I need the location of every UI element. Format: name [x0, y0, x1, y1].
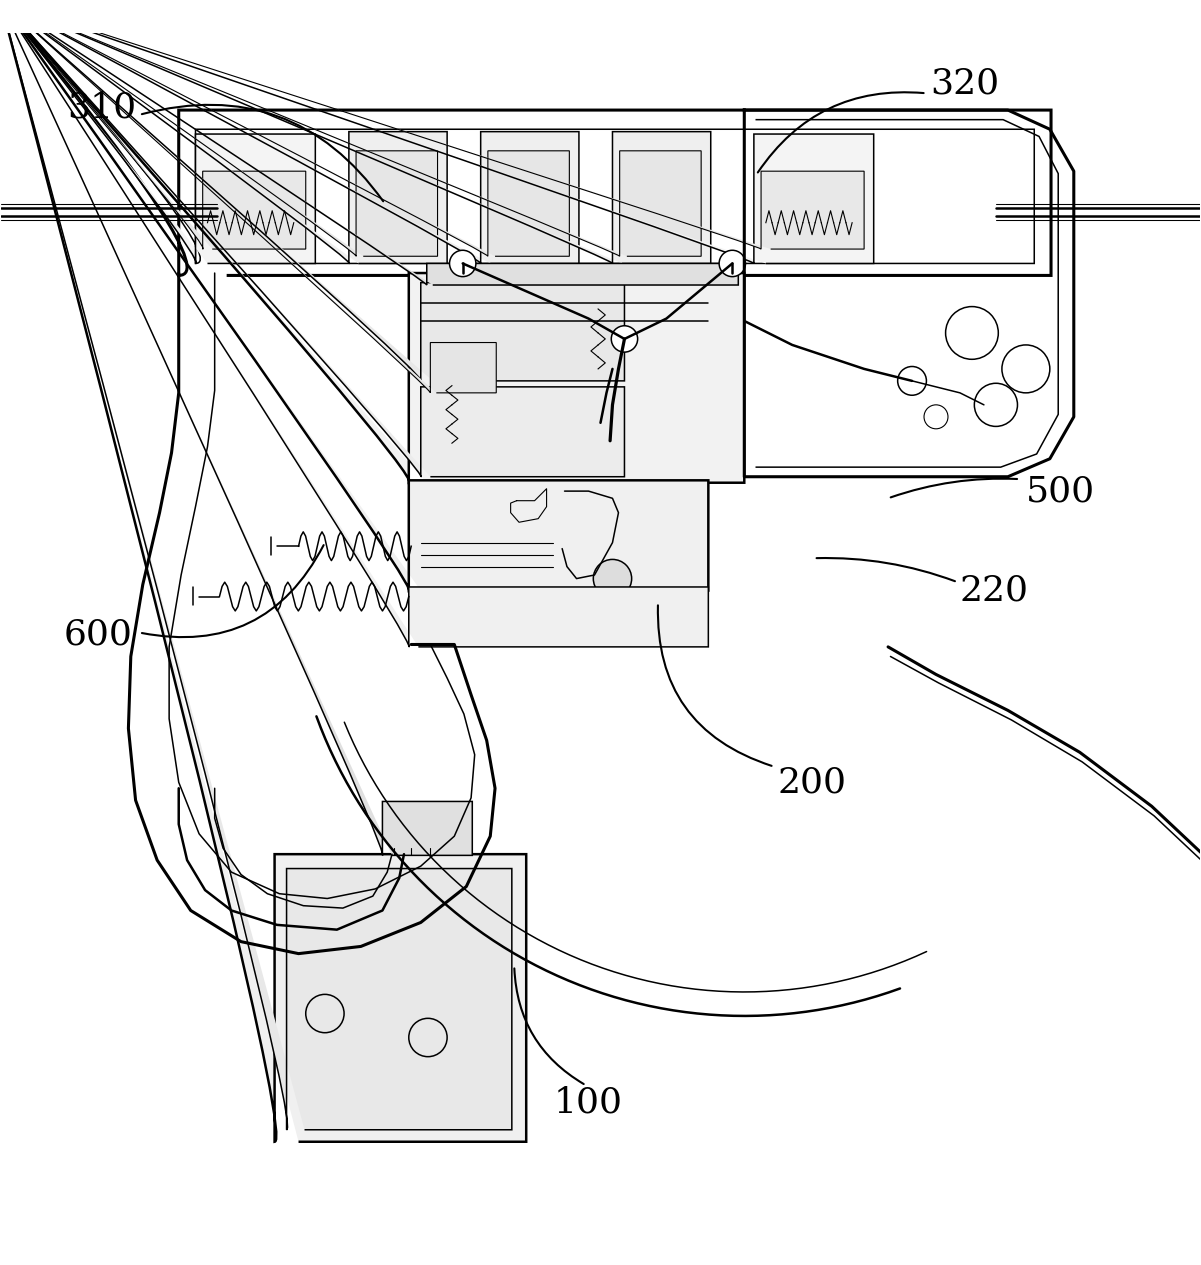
- PathPatch shape: [196, 134, 316, 263]
- PathPatch shape: [620, 151, 701, 257]
- Circle shape: [719, 250, 746, 277]
- Circle shape: [611, 326, 638, 352]
- Text: 220: 220: [960, 573, 1029, 607]
- Circle shape: [449, 250, 476, 277]
- PathPatch shape: [275, 854, 526, 1142]
- Text: 500: 500: [1026, 474, 1095, 509]
- PathPatch shape: [287, 869, 512, 1130]
- Text: 310: 310: [67, 91, 137, 125]
- PathPatch shape: [420, 387, 625, 477]
- PathPatch shape: [761, 171, 864, 249]
- PathPatch shape: [420, 282, 625, 381]
- PathPatch shape: [348, 132, 447, 263]
- PathPatch shape: [408, 273, 745, 483]
- Text: 320: 320: [930, 67, 999, 101]
- Circle shape: [593, 559, 632, 598]
- PathPatch shape: [203, 171, 306, 249]
- PathPatch shape: [408, 481, 709, 591]
- PathPatch shape: [355, 151, 437, 257]
- PathPatch shape: [488, 151, 569, 257]
- PathPatch shape: [430, 343, 496, 393]
- Text: 200: 200: [778, 765, 847, 799]
- PathPatch shape: [382, 802, 472, 855]
- PathPatch shape: [613, 132, 711, 263]
- Circle shape: [897, 367, 926, 395]
- PathPatch shape: [426, 263, 739, 285]
- PathPatch shape: [408, 587, 709, 646]
- PathPatch shape: [480, 132, 579, 263]
- Text: 100: 100: [554, 1085, 623, 1120]
- PathPatch shape: [754, 134, 873, 263]
- Text: 600: 600: [64, 617, 132, 651]
